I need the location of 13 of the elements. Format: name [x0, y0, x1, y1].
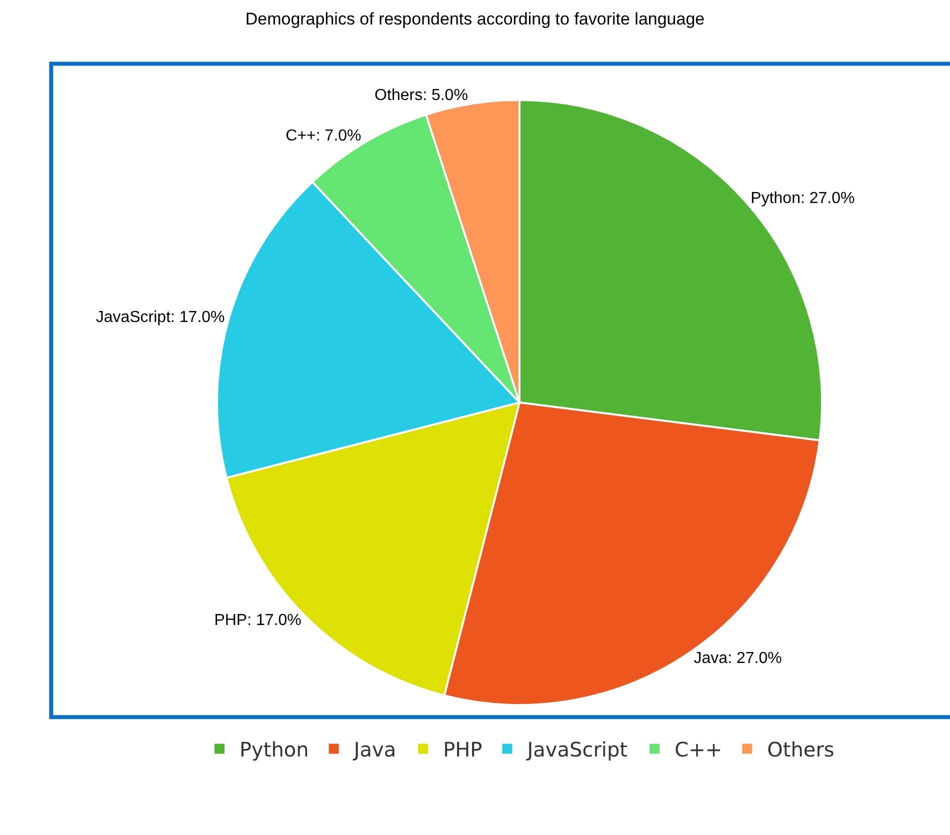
- legend-label: C++: [674, 738, 722, 762]
- data-label: Python: 27.0%: [750, 190, 855, 208]
- data-label: C++: 7.0%: [286, 127, 362, 144]
- legend-label: Java: [352, 738, 396, 762]
- data-label: JavaScript: 17.0%: [96, 308, 225, 326]
- legend-label: Python: [240, 738, 309, 762]
- chart-title: Demographics of respondents according to favorite language: [245, 9, 705, 28]
- legend-label: Others: [767, 738, 834, 762]
- legend-label: JavaScript: [525, 738, 628, 762]
- data-label: Java: 27.0%: [694, 650, 782, 668]
- legend-label: PHP: [443, 738, 482, 762]
- data-label: Others: 5.0%: [374, 86, 468, 104]
- data-label: PHP: 17.0%: [214, 612, 302, 630]
